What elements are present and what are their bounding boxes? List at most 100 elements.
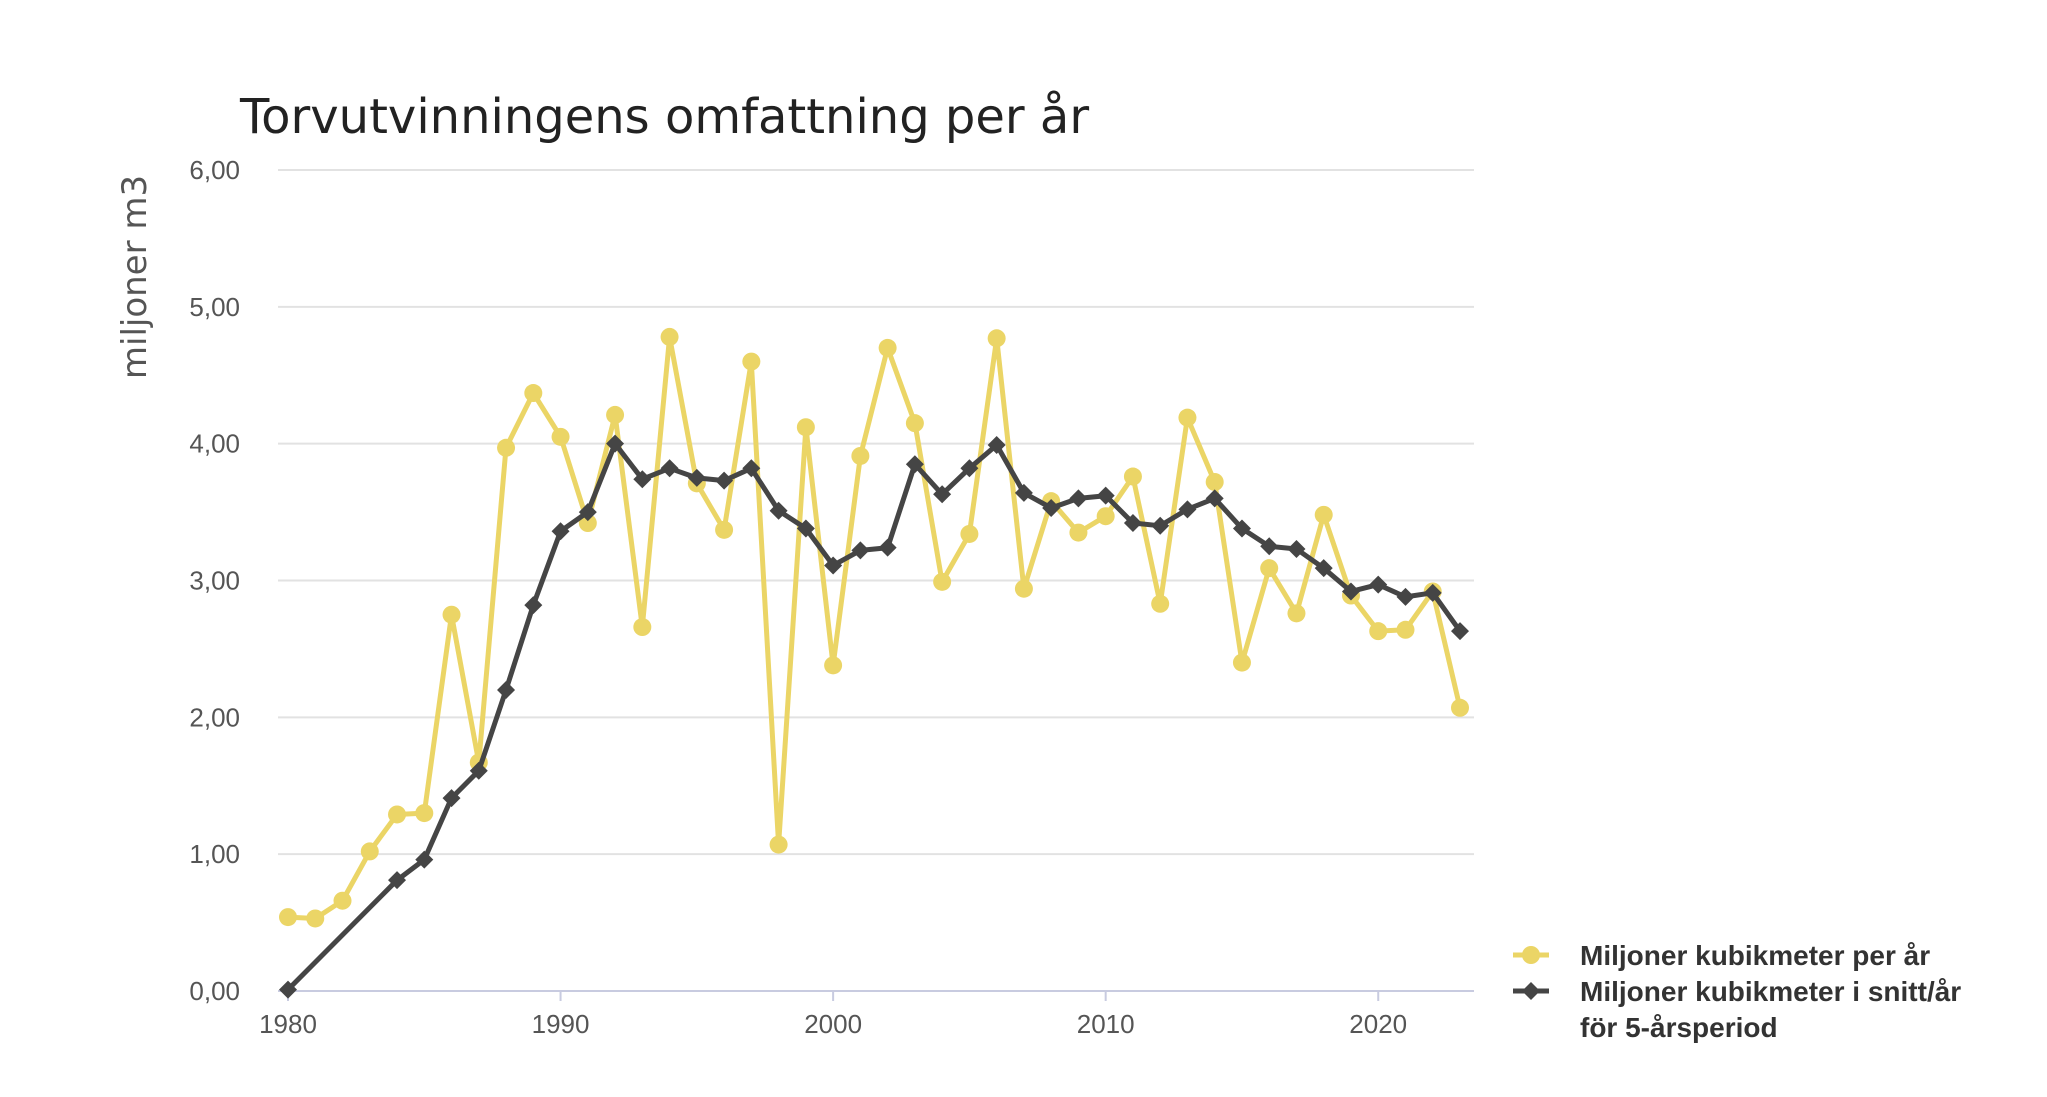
data-point[interactable] [1451, 698, 1469, 717]
data-point[interactable] [824, 656, 843, 675]
chart-title: Torvutvinningens omfattning per år [239, 89, 1089, 145]
data-point[interactable] [796, 519, 815, 538]
x-tick-label: 1990 [532, 1009, 590, 1039]
data-point[interactable] [497, 680, 516, 699]
data-point[interactable] [1123, 514, 1142, 533]
data-point[interactable] [1314, 505, 1333, 524]
data-point[interactable] [1396, 620, 1415, 639]
data-point[interactable] [851, 446, 870, 465]
data-point[interactable] [1096, 507, 1115, 526]
y-tick-label: 0,00 [189, 976, 240, 1006]
data-point[interactable] [360, 842, 379, 861]
data-point[interactable] [279, 908, 297, 927]
data-point[interactable] [715, 471, 734, 490]
data-point[interactable] [469, 761, 488, 780]
data-point[interactable] [660, 327, 679, 346]
legend-marker [1522, 946, 1540, 964]
data-point[interactable] [497, 438, 516, 457]
legend-label: Miljoner kubikmeter per år [1580, 940, 1930, 971]
data-point[interactable] [1260, 559, 1279, 578]
data-point[interactable] [1369, 575, 1388, 594]
data-point[interactable] [905, 414, 924, 433]
data-point[interactable] [960, 459, 979, 478]
data-point[interactable] [606, 434, 625, 453]
data-point[interactable] [442, 605, 461, 624]
data-point[interactable] [1123, 467, 1142, 486]
data-point[interactable] [769, 501, 788, 520]
data-point[interactable] [1205, 472, 1224, 491]
data-point[interactable] [578, 503, 597, 522]
x-tick-label: 1980 [259, 1009, 317, 1039]
data-point[interactable] [987, 436, 1006, 455]
data-point[interactable] [905, 455, 924, 474]
data-point[interactable] [551, 522, 570, 541]
data-point[interactable] [442, 789, 461, 808]
data-point[interactable] [1423, 583, 1442, 602]
y-tick-label: 4,00 [189, 429, 240, 459]
data-point[interactable] [1069, 523, 1088, 542]
data-point[interactable] [1014, 483, 1033, 502]
data-point[interactable] [960, 524, 979, 543]
y-tick-label: 3,00 [189, 566, 240, 596]
data-point[interactable] [687, 468, 706, 487]
data-point[interactable] [769, 835, 788, 854]
y-tick-label: 2,00 [189, 702, 240, 732]
data-point[interactable] [388, 805, 407, 824]
data-point[interactable] [524, 384, 543, 403]
data-point[interactable] [1369, 622, 1388, 641]
data-point[interactable] [851, 541, 870, 560]
data-point[interactable] [633, 618, 652, 637]
data-point[interactable] [1178, 500, 1197, 519]
legend-item-annual[interactable]: Miljoner kubikmeter per år [1513, 940, 1930, 971]
y-axis-label: miljoner m3 [115, 175, 155, 379]
data-point[interactable] [1042, 498, 1061, 517]
series-layer [279, 327, 1469, 999]
data-point[interactable] [1287, 604, 1306, 623]
legend-item-average[interactable]: Miljoner kubikmeter i snitt/år för 5-årsp… [1513, 976, 1961, 1043]
data-point[interactable] [660, 459, 679, 478]
data-point[interactable] [1260, 537, 1279, 556]
data-point[interactable] [878, 538, 897, 557]
data-point[interactable] [796, 418, 815, 437]
data-point[interactable] [878, 338, 897, 357]
data-point[interactable] [1151, 594, 1170, 613]
data-point[interactable] [1151, 516, 1170, 535]
data-point[interactable] [1287, 540, 1306, 559]
data-point[interactable] [824, 556, 843, 575]
data-point[interactable] [742, 459, 761, 478]
data-point[interactable] [415, 850, 434, 869]
data-point[interactable] [578, 514, 597, 533]
data-point[interactable] [551, 427, 570, 446]
data-point[interactable] [1069, 489, 1088, 508]
data-point[interactable] [388, 871, 407, 890]
data-point[interactable] [1314, 559, 1333, 578]
y-tick-label: 1,00 [189, 839, 240, 869]
y-axis-ticks: 0,00 1,00 2,00 3,00 4,00 5,00 6,00 [189, 155, 240, 1006]
data-point[interactable] [742, 352, 761, 371]
data-point[interactable] [333, 891, 352, 910]
data-point[interactable] [606, 405, 625, 424]
data-point[interactable] [524, 596, 543, 615]
data-point[interactable] [715, 520, 734, 539]
legend-label: Miljoner kubikmeter i snitt/år [1580, 976, 1961, 1007]
data-point[interactable] [1341, 582, 1360, 601]
data-point[interactable] [933, 572, 952, 591]
data-point[interactable] [415, 804, 434, 823]
x-tick-label: 2020 [1349, 1009, 1407, 1039]
data-point[interactable] [633, 470, 652, 489]
data-point[interactable] [987, 329, 1006, 348]
data-point[interactable] [1396, 587, 1415, 606]
data-point[interactable] [1205, 489, 1224, 508]
data-point[interactable] [1178, 408, 1197, 427]
data-point[interactable] [1451, 622, 1469, 641]
data-point[interactable] [279, 980, 297, 999]
data-point[interactable] [1232, 653, 1251, 672]
data-point[interactable] [1014, 579, 1033, 598]
x-tick-label: 2000 [804, 1009, 862, 1039]
data-point[interactable] [1096, 486, 1115, 505]
data-point[interactable] [1232, 519, 1251, 538]
data-point[interactable] [306, 909, 325, 928]
data-point[interactable] [933, 485, 952, 504]
legend[interactable]: Miljoner kubikmeter per år Miljoner kubik… [1513, 940, 1961, 1043]
